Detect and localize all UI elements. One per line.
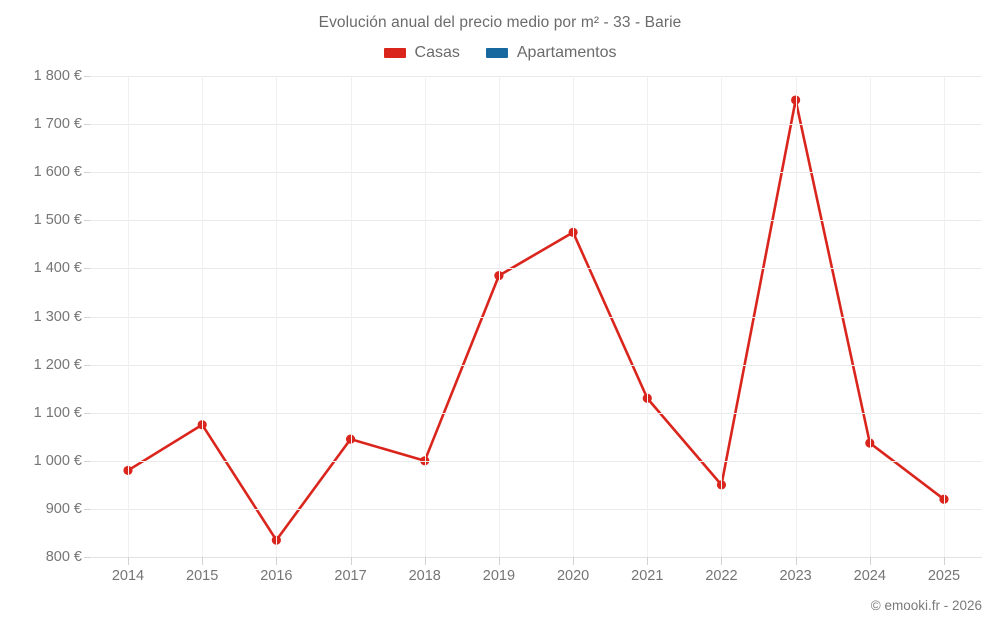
y-gridline	[90, 76, 982, 77]
y-axis-tick-label: 900 €	[45, 500, 82, 517]
x-gridline	[276, 76, 278, 557]
x-tick-mark	[202, 557, 204, 565]
y-axis-tick-label: 1 600 €	[33, 164, 82, 181]
y-gridline	[90, 124, 982, 126]
legend-item-casas[interactable]: Casas	[383, 44, 460, 62]
x-axis-tick-label: 2015	[186, 568, 219, 584]
x-tick-mark	[498, 557, 500, 565]
y-gridline	[90, 268, 982, 270]
y-tick-mark	[84, 220, 90, 222]
copyright-credit: © emooki.fr - 2026	[870, 598, 982, 613]
x-axis-tick-label: 2016	[260, 568, 293, 584]
x-tick-mark	[869, 557, 871, 565]
x-tick-mark	[573, 557, 575, 565]
x-tick-mark	[128, 557, 129, 565]
x-gridline	[944, 76, 945, 557]
y-gridline	[90, 364, 982, 366]
x-axis-tick-label: 2025	[927, 568, 961, 584]
y-tick-mark	[84, 124, 90, 126]
x-gridline	[573, 76, 575, 557]
x-tick-mark	[721, 557, 723, 565]
y-tick-mark	[84, 172, 90, 174]
x-axis-tick-label: 2023	[779, 568, 812, 584]
y-gridline	[90, 220, 982, 222]
legend-label: Apartamentos	[516, 44, 617, 61]
x-axis-tick-label: 2022	[705, 568, 738, 584]
legend-item-apartamentos[interactable]: Apartamentos	[485, 44, 617, 62]
x-tick-mark	[944, 557, 945, 565]
y-axis-tick-label: 1 500 €	[33, 212, 82, 229]
y-gridline	[90, 508, 982, 510]
x-tick-mark	[276, 557, 278, 565]
x-gridline	[869, 76, 871, 557]
chart-legend: Casas Apartamentos	[0, 44, 1000, 62]
y-axis-tick-label: 1 000 €	[33, 452, 82, 469]
x-gridline	[647, 76, 649, 557]
y-axis-tick-label: 1 300 €	[33, 308, 82, 325]
x-gridline	[498, 76, 500, 557]
legend-swatch-icon	[485, 48, 508, 58]
y-axis-tick-label: 1 800 €	[33, 68, 82, 84]
y-axis-tick-label: 800 €	[45, 549, 82, 565]
y-tick-mark	[84, 316, 90, 318]
y-tick-mark	[84, 364, 90, 366]
x-gridline	[424, 76, 426, 557]
x-axis-tick-label: 2021	[631, 568, 664, 584]
y-gridline	[90, 460, 982, 462]
y-gridline	[90, 557, 982, 558]
y-axis-tick-label: 1 100 €	[33, 404, 82, 421]
y-gridline	[90, 316, 982, 318]
x-tick-mark	[350, 557, 352, 565]
legend-label: Casas	[414, 44, 460, 61]
plot-area: 1 800 € 1 700 € 1 600 € 1 500 € 1 400 € 1 300…	[34, 68, 982, 584]
x-gridline	[795, 76, 797, 557]
y-axis-tick-label: 1 400 €	[33, 260, 82, 277]
y-tick-mark	[84, 508, 90, 510]
y-axis-tick-label: 1 700 €	[33, 116, 82, 133]
x-tick-mark	[424, 557, 426, 565]
y-gridline	[90, 412, 982, 414]
x-gridline	[350, 76, 352, 557]
y-axis-tick-label: 1 200 €	[33, 356, 82, 373]
y-tick-mark	[84, 76, 90, 77]
x-axis-tick-label: 2019	[482, 568, 516, 584]
x-axis-tick-label: 2017	[334, 568, 367, 584]
x-gridline	[202, 76, 204, 557]
x-axis-tick-label: 2014	[111, 568, 145, 584]
x-gridline	[721, 76, 723, 557]
series-line-casas	[126, 98, 946, 542]
x-axis-tick-label: 2024	[853, 568, 886, 584]
x-tick-mark	[795, 557, 797, 565]
x-axis-tick-label: 2020	[556, 568, 590, 584]
x-gridline	[128, 76, 129, 557]
y-tick-mark	[84, 412, 90, 414]
y-tick-mark	[84, 557, 90, 558]
y-tick-mark	[84, 460, 90, 462]
y-gridline	[90, 172, 982, 174]
legend-swatch-icon	[383, 48, 406, 58]
y-tick-mark	[84, 268, 90, 270]
chart-title: Evolución anual del precio medio por m² …	[318, 14, 682, 31]
x-axis-tick-label: 2018	[408, 568, 441, 584]
x-tick-mark	[647, 557, 649, 565]
